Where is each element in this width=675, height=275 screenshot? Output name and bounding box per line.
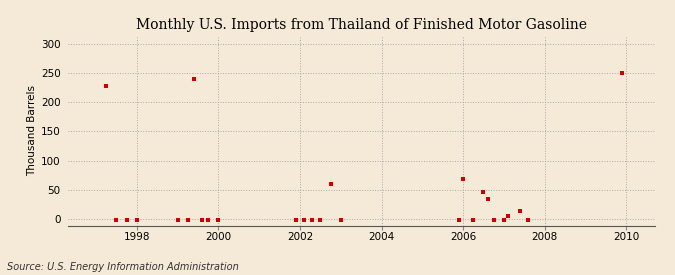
- Point: [488, 218, 499, 222]
- Point: [315, 218, 326, 222]
- Title: Monthly U.S. Imports from Thailand of Finished Motor Gasoline: Monthly U.S. Imports from Thailand of Fi…: [136, 18, 587, 32]
- Y-axis label: Thousand Barrels: Thousand Barrels: [26, 85, 36, 176]
- Point: [515, 209, 526, 213]
- Point: [498, 218, 509, 222]
- Text: Source: U.S. Energy Information Administration: Source: U.S. Energy Information Administ…: [7, 262, 238, 272]
- Point: [132, 218, 142, 222]
- Point: [196, 218, 207, 222]
- Point: [468, 218, 479, 222]
- Point: [182, 218, 193, 222]
- Point: [523, 218, 534, 222]
- Point: [298, 218, 309, 222]
- Point: [101, 84, 111, 89]
- Point: [202, 218, 213, 222]
- Point: [213, 218, 224, 222]
- Point: [325, 182, 336, 186]
- Point: [335, 218, 346, 222]
- Point: [290, 218, 301, 222]
- Point: [188, 77, 199, 81]
- Point: [478, 190, 489, 194]
- Point: [502, 213, 513, 218]
- Point: [172, 218, 183, 222]
- Point: [482, 197, 493, 202]
- Point: [458, 177, 468, 181]
- Point: [122, 218, 132, 222]
- Point: [617, 71, 628, 76]
- Point: [454, 218, 464, 222]
- Point: [111, 218, 122, 222]
- Point: [307, 218, 318, 222]
